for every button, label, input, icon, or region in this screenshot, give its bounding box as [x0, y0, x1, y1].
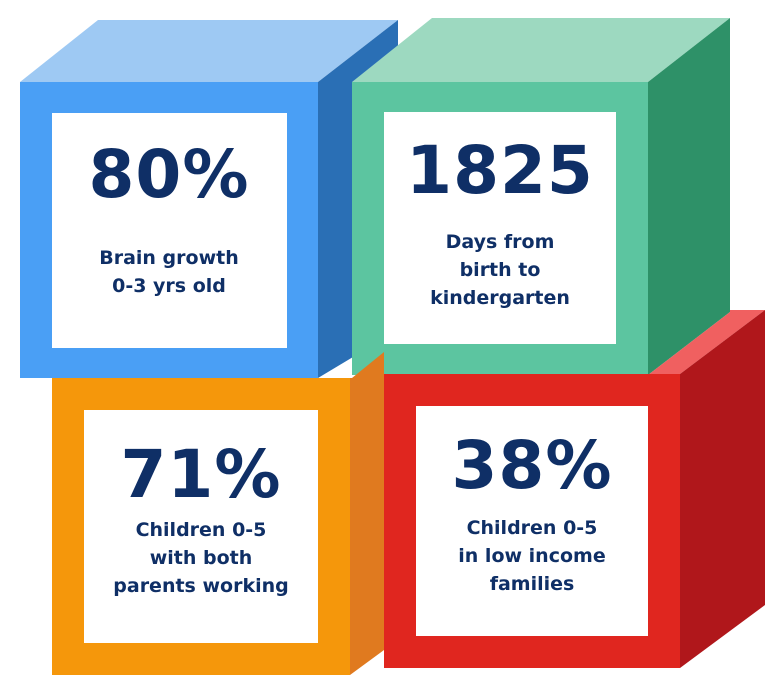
stat-label: Children 0-5	[136, 519, 267, 541]
cube-red	[384, 310, 765, 668]
stat-label: Days from	[446, 231, 555, 253]
stat-value: 71%	[121, 436, 282, 513]
stat-label: kindergarten	[430, 287, 570, 309]
stat-label: birth to	[460, 259, 541, 281]
stat-value: 38%	[452, 427, 613, 504]
stat-label: with both	[150, 547, 253, 569]
cube-green	[352, 18, 730, 375]
cube-orange	[52, 352, 384, 675]
stat-label: parents working	[113, 575, 288, 597]
stat-label: Children 0-5	[467, 517, 598, 539]
stat-label: families	[490, 573, 575, 595]
stat-label: Brain growth	[99, 247, 239, 269]
stat-value: 80%	[89, 136, 250, 213]
stat-label: in low income	[458, 545, 605, 567]
stat-value: 1825	[406, 132, 594, 209]
stat-label: 0-3 yrs old	[112, 275, 226, 297]
